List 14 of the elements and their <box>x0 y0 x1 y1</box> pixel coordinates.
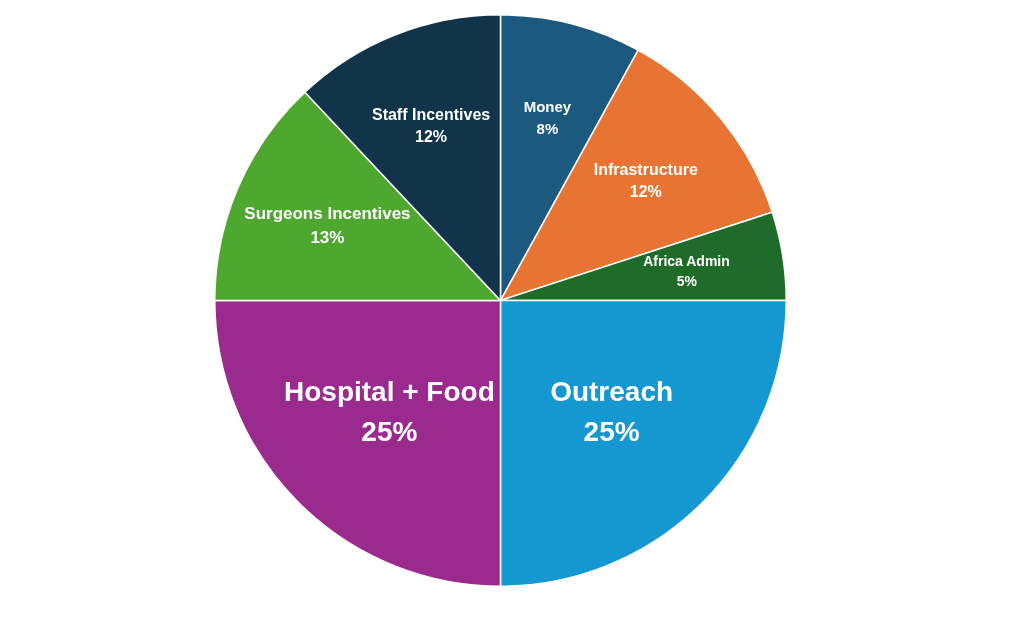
data-label: 25% <box>361 416 418 448</box>
slice-label: Outreach <box>550 375 674 407</box>
slice-label: Staff Incentives <box>371 105 491 123</box>
data-label: 8% <box>536 120 559 138</box>
data-label: 12% <box>415 127 448 145</box>
slice-label: Surgeons Incentives <box>244 203 411 223</box>
data-label: 12% <box>629 182 662 200</box>
slice-label: Money <box>523 98 572 116</box>
slice-label: Infrastructure <box>593 160 698 178</box>
data-label: 5% <box>676 273 698 290</box>
slice-label: Africa Admin <box>643 252 730 269</box>
data-label: 25% <box>583 416 640 448</box>
data-label: 13% <box>310 228 345 248</box>
slice-label: Hospital + Food <box>283 375 495 407</box>
